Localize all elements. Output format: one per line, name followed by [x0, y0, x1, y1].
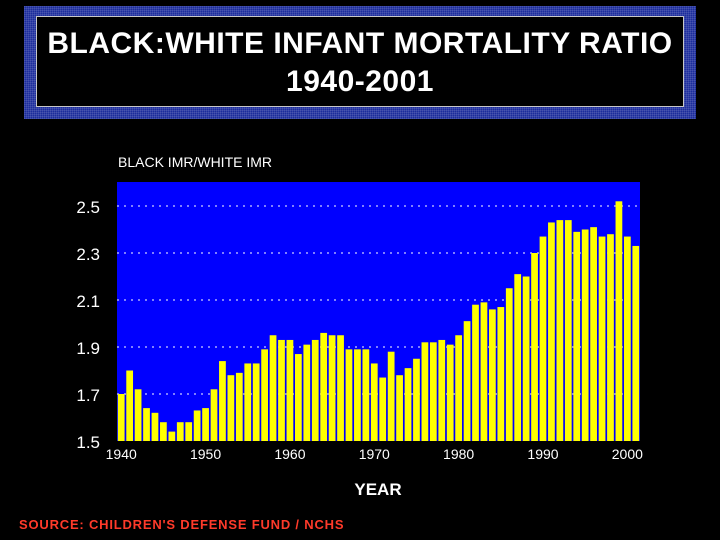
bar-1967: [345, 349, 353, 441]
bar-2001: [632, 245, 640, 441]
bar-1969: [362, 349, 370, 441]
bar-1942: [134, 389, 142, 441]
title-frame: BLACK:WHITE INFANT MORTALITY RATIO 1940-…: [24, 6, 696, 119]
bar-1955: [244, 363, 252, 441]
bar-1980: [455, 335, 463, 441]
y-tick-label: 2.1: [76, 292, 100, 311]
bar-1944: [151, 412, 159, 441]
bar-1984: [489, 309, 496, 441]
bar-1994: [573, 231, 581, 441]
y-tick-labels: 1.5 1.7 1.9 2.1 2.3 2.5: [76, 198, 100, 452]
y-tick-label: 1.7: [76, 386, 100, 405]
bar-1966: [337, 335, 344, 441]
bar-1949: [193, 410, 201, 441]
bar-1948: [185, 422, 193, 441]
title-box: BLACK:WHITE INFANT MORTALITY RATIO 1940-…: [36, 16, 684, 107]
bar-1954: [235, 372, 243, 441]
bar-1996: [590, 227, 597, 441]
bar-1989: [531, 253, 538, 441]
x-tick-label: 1970: [359, 446, 390, 462]
bar-1995: [581, 229, 589, 441]
bar-1983: [480, 302, 488, 441]
bar-1958: [269, 335, 277, 441]
y-axis-label: BLACK IMR/WHITE IMR: [118, 154, 272, 170]
bar-1963: [311, 339, 319, 441]
bar-1997: [598, 236, 606, 441]
bar-1977: [429, 342, 437, 441]
bar-1973: [396, 375, 403, 441]
bar-1968: [354, 349, 361, 441]
bar-1975: [413, 358, 420, 441]
bar-1965: [328, 335, 336, 441]
bar-1978: [438, 339, 446, 441]
bar-1972: [387, 351, 395, 441]
bars: [117, 201, 640, 441]
bar-1959: [278, 339, 285, 441]
y-tick-label: 1.5: [76, 433, 100, 452]
bar-1960: [286, 339, 294, 441]
x-tick-label: 1960: [274, 446, 305, 462]
bar-1961: [294, 354, 302, 441]
chart-title-line1: BLACK:WHITE INFANT MORTALITY RATIO: [47, 27, 673, 60]
bar-1988: [522, 276, 530, 441]
bar-2000: [623, 236, 631, 441]
bar-1945: [160, 422, 167, 441]
x-tick-label: 1990: [527, 446, 558, 462]
bar-1952: [219, 361, 226, 441]
bar-1974: [404, 368, 412, 441]
bar-1946: [168, 431, 176, 441]
x-tick-label: 1980: [443, 446, 474, 462]
bar-1951: [210, 389, 218, 441]
bar-1976: [421, 342, 429, 441]
bar-1998: [607, 234, 614, 441]
x-tick-label: 1940: [106, 446, 137, 462]
bar-1982: [472, 304, 479, 441]
bar-1993: [564, 220, 572, 441]
bar-1947: [176, 422, 184, 441]
bar-1991: [548, 222, 555, 441]
bar-1981: [463, 321, 471, 441]
y-tick-label: 2.3: [76, 245, 100, 264]
bar-1940: [117, 394, 125, 441]
bar-1999: [615, 201, 623, 441]
y-tick-label: 1.9: [76, 339, 100, 358]
bar-1950: [202, 408, 209, 441]
x-tick-labels: 1940 1950 1960 1970 1980 1990 2000: [106, 446, 643, 462]
bar-1971: [379, 377, 387, 441]
bar-1985: [497, 307, 505, 441]
bar-1957: [261, 349, 268, 441]
chart-title-line2: 1940-2001: [286, 65, 434, 98]
x-tick-label: 2000: [612, 446, 643, 462]
bar-1987: [514, 274, 522, 441]
bar-1992: [556, 220, 564, 441]
source-note: SOURCE: CHILDREN'S DEFENSE FUND / NCHS: [19, 517, 345, 532]
x-axis-label: YEAR: [354, 480, 401, 499]
bar-1962: [303, 344, 311, 441]
bar-1943: [143, 408, 150, 441]
bar-1964: [320, 332, 328, 441]
bar-1979: [446, 344, 454, 441]
bar-1956: [252, 363, 260, 441]
x-tick-label: 1950: [190, 446, 221, 462]
bar-1970: [370, 363, 378, 441]
bar-1953: [227, 375, 235, 441]
bar-1990: [539, 236, 547, 441]
y-tick-label: 2.5: [76, 198, 100, 217]
bar-1986: [505, 288, 513, 441]
bar-1941: [126, 370, 134, 441]
